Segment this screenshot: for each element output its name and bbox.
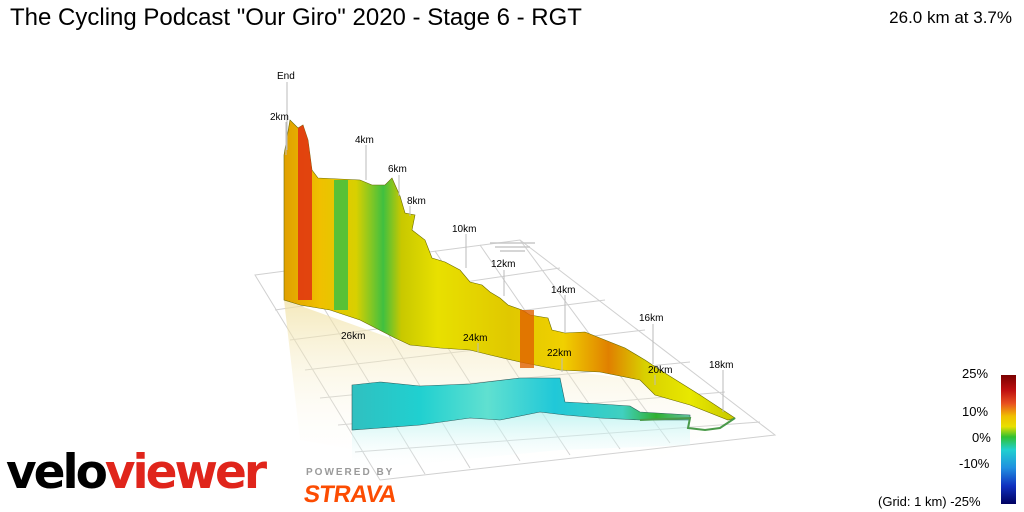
km-marker-2: 2km (270, 112, 289, 123)
km-marker-6: 6km (388, 164, 407, 175)
cyan-reflection (352, 408, 690, 470)
km-marker-10: 10km (452, 224, 476, 235)
km-marker-14: 14km (551, 285, 575, 296)
scale-label-25: 25% (962, 366, 989, 381)
strava-logo[interactable]: STRAVA (302, 481, 399, 508)
km-marker-24: 24km (463, 333, 487, 344)
km-marker-12: 12km (491, 259, 515, 270)
climb-wall (283, 119, 736, 421)
km-marker-18: 18km (709, 360, 733, 371)
steep-section (298, 125, 312, 300)
veloviewer-logo[interactable]: veloviewer (6, 449, 267, 496)
direction-marker (490, 242, 535, 252)
powered-by-label: POWERED BY (306, 467, 395, 478)
km-marker-8: 8km (407, 196, 426, 207)
km-marker-22: 22km (547, 348, 571, 359)
flat-section (334, 180, 348, 310)
page-title: The Cycling Podcast "Our Giro" 2020 - St… (10, 4, 582, 31)
km-marker-16: 16km (639, 313, 663, 324)
km-marker-ticks (285, 82, 724, 412)
km-marker-end: End (277, 71, 295, 82)
scale-label-0: 0% (972, 430, 991, 445)
scale-label-minus10: -10% (959, 456, 990, 471)
km-marker-4: 4km (355, 135, 374, 146)
hard-section (520, 310, 534, 368)
gradient-color-scale (1001, 375, 1016, 504)
km-marker-26: 26km (341, 331, 365, 342)
scale-label-10: 10% (962, 404, 989, 419)
logo-velo: velo (6, 445, 108, 500)
grid-note: (Grid: 1 km) -25% (878, 494, 981, 509)
logo-viewer: viewer (104, 445, 267, 500)
route-line (639, 416, 736, 432)
route-summary: 26.0 km at 3.7% (889, 8, 1012, 27)
km-marker-20: 20km (648, 365, 672, 376)
